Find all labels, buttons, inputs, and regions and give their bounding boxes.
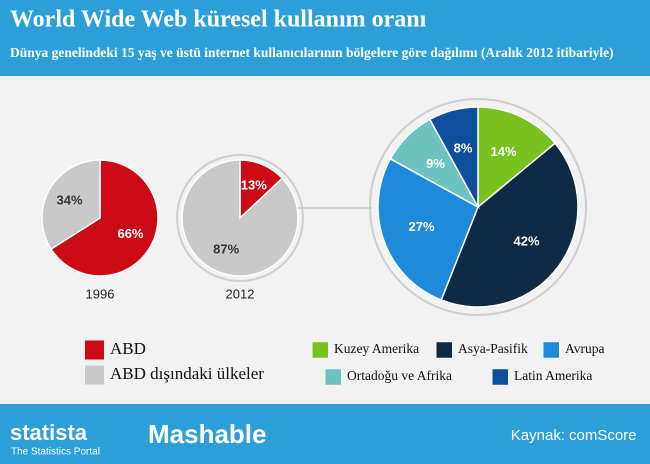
footer-band [0,404,650,464]
pie-ring [369,98,587,316]
value-label: 87% [213,241,239,256]
value-label: 13% [241,177,267,192]
value-label: 14% [491,144,517,159]
pie-slice [41,159,101,251]
source-label: Kaynak: [511,427,565,444]
source: comScore [569,427,637,444]
legend-swatch [85,365,104,385]
tagline: The Statistics Portal [11,447,100,458]
pie-slice [181,159,299,277]
pie-slice [428,106,479,208]
partner: Mashable [148,419,267,449]
legend-label: Ortadoğu ve Afrika [347,368,452,383]
header-band [0,0,650,76]
legend-label: Avrupa [565,341,605,356]
pie-slice [49,159,159,277]
pie-slice [440,142,579,308]
value-label: 66% [117,226,143,241]
value-label: 8% [454,140,473,155]
pie-ring [176,154,304,282]
pie-slice [477,106,557,209]
legend-swatch [543,342,559,358]
pie-label: 1996 [86,286,115,301]
value-label: 9% [426,156,445,171]
subtitle: Dünya genelindeki 15 yaş ve üstü interne… [10,45,614,60]
legend-label: Asya-Pasifik [458,341,528,356]
legend-label: Kuzey Amerika [334,341,419,356]
legend-swatch [325,369,341,385]
pie-label: 2012 [226,286,255,301]
legend-label: ABD [110,339,146,358]
value-label: 42% [514,234,540,249]
legend-swatch [492,369,508,385]
value-label: 34% [56,193,82,208]
legend-label: ABD dışındaki ülkeler [110,364,264,383]
value-label: 27% [409,219,435,234]
title: World Wide Web küresel kullanım oranı [10,7,427,33]
legend-swatch [436,342,452,358]
legend-swatch [312,342,328,358]
legend-swatch [85,340,104,360]
brand: statista [10,420,88,445]
legend-label: Latin Amerika [514,368,592,383]
